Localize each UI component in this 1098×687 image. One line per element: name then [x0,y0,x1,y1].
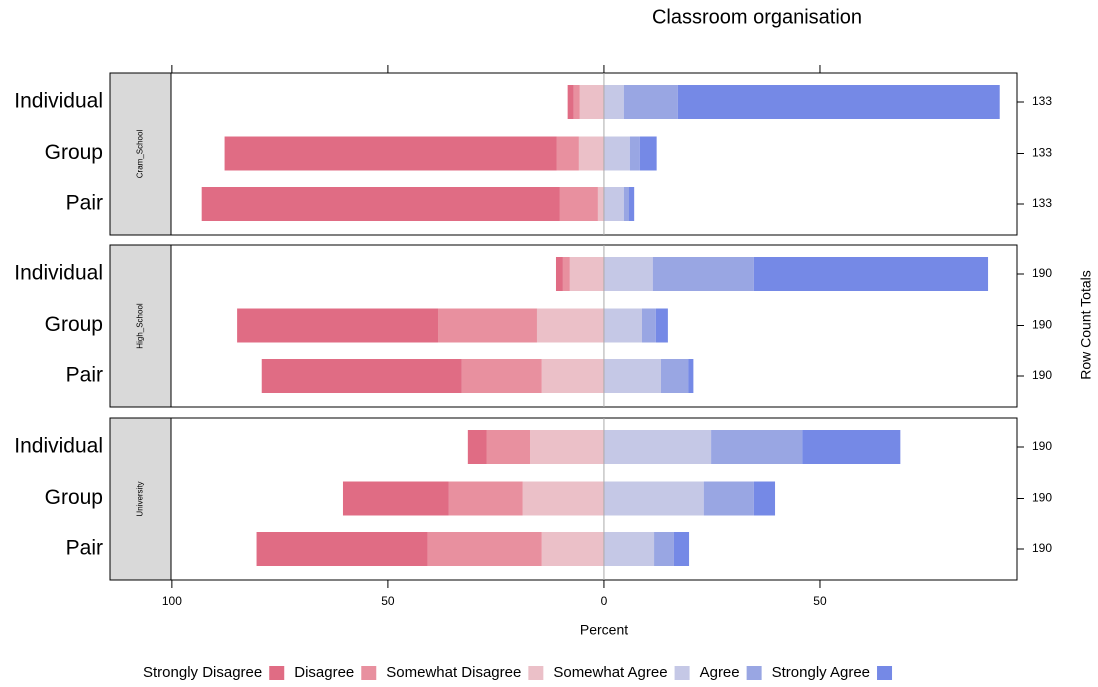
bar-segment [261,359,462,393]
legend-swatch [674,666,690,680]
bar-segment [461,359,542,393]
bar-segment [677,85,1000,119]
legend-label: Strongly Disagree [143,664,262,681]
legend-swatch [361,666,377,680]
bar-segment [652,257,754,291]
bar-segment [555,257,563,291]
bar-segment [641,308,656,343]
row-total: 133 [1032,146,1052,160]
bar-segment [660,359,689,393]
row-label: Individual [14,262,103,285]
bar-segment [603,532,655,566]
bar-segment [802,430,901,464]
bar-segment [201,187,560,221]
legend-swatch [269,666,285,680]
bar-segment [486,430,531,464]
bar-segment [573,85,580,119]
bar-segment [688,359,694,393]
row-total: 190 [1032,439,1052,453]
bar-segment [623,187,629,221]
x-tick-label: 0 [601,594,608,608]
bar-segment [603,257,653,291]
bar-segment [655,308,668,343]
bar-segment [654,532,674,566]
row-label: Pair [66,537,103,560]
bar-segment [536,308,604,343]
bar-segment [603,481,704,516]
bar-segment [427,532,542,566]
row-label: Group [45,486,103,509]
bar-segment [603,136,630,171]
strip [109,72,172,236]
bar-segment [603,187,624,221]
bar-segment [578,136,604,171]
bar-segment [556,136,579,171]
legend-swatch [528,666,544,680]
bar-segment [603,430,712,464]
bar-segment [541,359,604,393]
x-tick-label: 100 [162,594,182,608]
strip-label: Cram_School [136,130,145,179]
right-axis-label: Row Count Totals [1078,270,1094,379]
row-label: Group [45,313,103,336]
bar-segment [673,532,690,566]
bar-segment [256,532,428,566]
legend-label: Strongly Agree [772,664,870,681]
row-label: Individual [14,435,103,458]
row-total: 133 [1032,94,1052,108]
bar-segment [603,359,661,393]
legend-swatch [877,666,893,680]
bar-segment [753,481,776,516]
bar-segment [639,136,657,171]
x-axis-label: Percent [580,622,628,638]
bar-segment [703,481,754,516]
bar-segment [579,85,604,119]
bar-segment [567,85,574,119]
row-total: 190 [1032,266,1052,280]
row-total: 190 [1032,318,1052,332]
x-tick-label: 50 [381,594,395,608]
bar-segment [628,187,635,221]
bar-segment [559,187,598,221]
x-tick-label: 50 [813,594,827,608]
row-total: 133 [1032,196,1052,210]
legend-label: Disagree [294,664,354,681]
bar-segment [629,136,640,171]
bar-segment [530,430,604,464]
strip-label: University [136,481,145,516]
row-label: Pair [66,192,103,215]
legend-label: Agree [700,664,740,681]
chart-title: Classroom organisation [652,6,862,28]
row-total: 190 [1032,491,1052,505]
bar-segment [569,257,604,291]
bar-segment [522,481,604,516]
bar-segment [711,430,803,464]
bar-segment [237,308,439,343]
legend-label: Somewhat Agree [553,664,667,681]
strip-label: High_School [136,303,145,349]
bar-segment [623,85,678,119]
bar-segment [438,308,537,343]
row-label: Pair [66,364,103,387]
bar-segment [342,481,449,516]
legend-label: Somewhat Disagree [386,664,521,681]
bar-segment [224,136,557,171]
bar-segment [597,187,604,221]
bar-segment [562,257,570,291]
bar-segment [541,532,604,566]
bar-segment [467,430,487,464]
bar-segment [448,481,523,516]
row-total: 190 [1032,368,1052,382]
row-total: 190 [1032,541,1052,555]
strip [109,244,172,408]
row-label: Individual [14,90,103,113]
legend-swatch [746,666,762,680]
bar-segment [603,308,642,343]
bar-segment [603,85,624,119]
bar-segment [753,257,989,291]
row-label: Group [45,141,103,164]
